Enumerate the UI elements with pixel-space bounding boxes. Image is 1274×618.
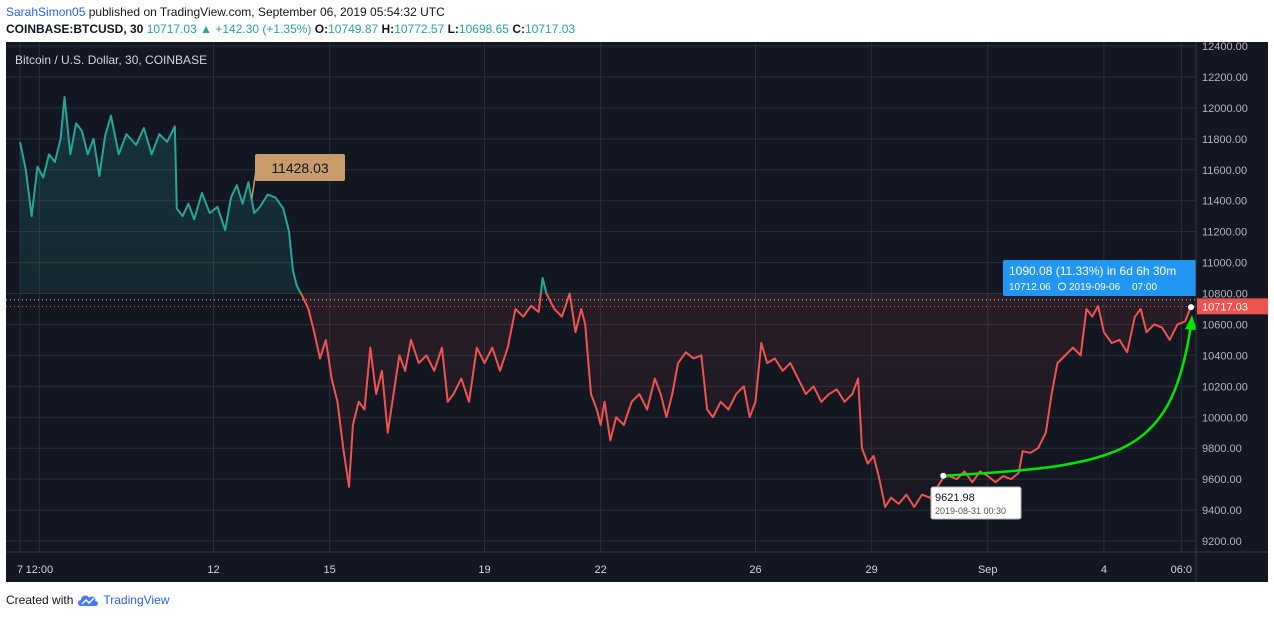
area-below	[20, 293, 1191, 507]
y-tick-label: 10200.00	[1202, 381, 1248, 393]
end-point-marker[interactable]	[1188, 304, 1194, 311]
y-tick-label: 12400.00	[1202, 42, 1248, 53]
measure-summary: 1090.08 (11.33%) in 6d 6h 30m	[1009, 264, 1176, 278]
tradingview-cloud-icon	[78, 595, 99, 606]
y-tick-label: 10600.00	[1202, 319, 1248, 331]
symbol-label: COINBASE:BTCUSD, 30	[6, 22, 144, 36]
last-price: 10717.03	[146, 22, 197, 36]
area-above	[20, 97, 1191, 294]
y-tick-label: 9600.00	[1202, 474, 1242, 486]
open-value: 10749.87	[328, 22, 379, 36]
tradingview-link[interactable]: TradingView	[103, 593, 170, 607]
high-label: H:	[381, 22, 395, 36]
y-tick-label: 12200.00	[1202, 72, 1248, 84]
time-axis[interactable]: 7 12:00 12 15 19 22 26 29 Sep 4 06:0	[17, 564, 1192, 576]
price-chart[interactable]: 11428.03 9621.98 2019-08-31 00:30 1090.08 (…	[6, 42, 1268, 582]
x-tick-label: 29	[866, 564, 878, 576]
measure-price: 10712.06	[1009, 282, 1051, 293]
low-value: 10698.65	[458, 22, 509, 36]
symbol-header: COINBASE:BTCUSD, 30 10717.03 ▲ +142.30 (…	[6, 22, 575, 36]
open-label: O:	[314, 22, 329, 36]
start-point-marker[interactable]	[940, 472, 947, 479]
up-arrow-icon: ▲	[200, 22, 212, 36]
start-date-label: 2019-08-31 00:30	[935, 506, 1006, 516]
x-tick-label: 06:0	[1171, 564, 1192, 576]
x-tick-label: Sep	[978, 564, 998, 576]
y-tick-label: 11200.00	[1202, 227, 1247, 239]
footer: Created with TradingView	[6, 593, 169, 607]
y-tick-label: 11600.00	[1202, 165, 1247, 177]
x-tick-label: 22	[595, 564, 607, 576]
low-label: L:	[447, 22, 459, 36]
publish-header: SarahSimon05 published on TradingView.co…	[6, 5, 445, 19]
x-tick-label: 7	[17, 564, 23, 576]
price-area	[20, 97, 1191, 507]
price-change: +142.30 (+1.35%)	[215, 22, 312, 36]
start-price-label: 9621.98	[935, 492, 975, 504]
current-price-badge	[1197, 298, 1268, 315]
created-with-text: Created with	[6, 593, 74, 607]
x-tick-label: 4	[1101, 564, 1107, 576]
chart-overlays: 11428.03 9621.98 2019-08-31 00:30 1090.08 (…	[6, 154, 1197, 520]
series-line-up	[19, 96, 571, 294]
y-tick-label: 10000.00	[1202, 412, 1248, 424]
y-tick-label: 12000.00	[1202, 103, 1248, 115]
high-value: 10772.57	[394, 22, 445, 36]
x-tick-label: 12:00	[26, 564, 54, 576]
y-tick-label: 10800.00	[1202, 289, 1248, 301]
x-tick-label: 19	[478, 564, 490, 576]
y-tick-label: 9200.00	[1202, 536, 1242, 548]
close-value: 10717.03	[525, 22, 576, 36]
price-axis[interactable]: 12400.00 12200.00 12000.00 11800.00 11600.00…	[1197, 42, 1268, 548]
callout-box	[255, 154, 345, 181]
x-tick-label: 15	[324, 564, 336, 576]
publish-info: published on TradingView.com, September …	[88, 5, 445, 19]
x-tick-label: 12	[207, 564, 219, 576]
measure-box	[1003, 260, 1196, 296]
trend-arrow	[943, 324, 1193, 477]
current-price-label: 10717.03	[1202, 301, 1248, 313]
x-tick-label: 26	[749, 564, 761, 576]
clock-icon	[1058, 282, 1066, 291]
y-tick-label: 11800.00	[1202, 134, 1247, 146]
y-tick-label: 9800.00	[1202, 443, 1242, 455]
close-label: C:	[512, 22, 525, 36]
start-tooltip-box	[930, 486, 1022, 520]
y-tick-label: 11400.00	[1202, 196, 1247, 208]
y-tick-label: 9400.00	[1202, 505, 1242, 517]
author-link[interactable]: SarahSimon05	[6, 5, 86, 19]
measure-time: 07:00	[1132, 282, 1157, 293]
y-tick-label: 11000.00	[1202, 258, 1247, 270]
callout-high-label: 11428.03	[271, 160, 329, 176]
chart-title: Bitcoin / U.S. Dollar, 30, COINBASE	[15, 53, 207, 67]
trend-arrow-head	[1185, 315, 1197, 331]
y-tick-label: 10400.00	[1202, 350, 1248, 362]
measure-date: 2019-09-06	[1069, 282, 1121, 293]
